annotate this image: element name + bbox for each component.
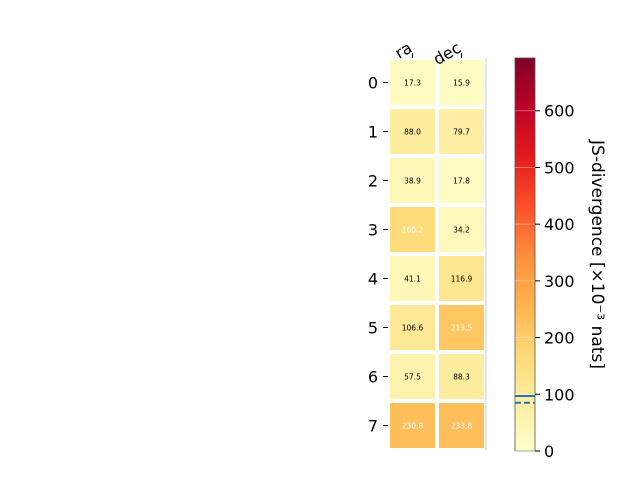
cell-value-label: 17.8 [453, 177, 470, 186]
heatmap-cell [439, 354, 484, 399]
colorbar-tick-label: 200 [544, 329, 575, 348]
row-label: 0 [368, 74, 378, 93]
cell-value-label: 116.9 [451, 275, 473, 284]
cell-value-label: 17.3 [404, 79, 421, 88]
heatmap-cell [390, 109, 435, 154]
heatmap-cell [390, 60, 435, 105]
cell-value-label: 79.7 [453, 128, 470, 137]
colorbar-reference-lines [515, 394, 535, 404]
colorbar-tick-label: 100 [544, 385, 575, 404]
heatmap-cell [439, 403, 484, 448]
row-label: 7 [368, 417, 378, 436]
heatmap-cell [439, 305, 484, 350]
row-label: 2 [368, 172, 378, 191]
cell-value-label: 233.8 [451, 422, 473, 431]
heatmap-cell [390, 305, 435, 350]
heatmap-cell [439, 207, 484, 252]
cell-value-label: 106.6 [402, 324, 424, 333]
cell-value-label: 15.9 [453, 79, 470, 88]
cell-value-label: 160.2 [402, 226, 424, 235]
heatmap-cell [390, 354, 435, 399]
heatmap-cell [390, 207, 435, 252]
colorbar: 0 100 200 300 400 500 600 JS-divergence [×10⁻³… [514, 57, 607, 461]
colorbar-tick-label: 500 [544, 158, 575, 177]
cell-value-label: 230.8 [402, 422, 424, 431]
colorbar-gradient [514, 57, 536, 452]
cell-value-label: 38.9 [404, 177, 421, 186]
heatmap-cell [390, 158, 435, 203]
colorbar-tick-label: 400 [544, 215, 575, 234]
column-label: ra [392, 38, 416, 63]
colorbar-tick-label: 0 [544, 442, 554, 461]
row-label: 3 [368, 221, 378, 240]
heatmap-cell [390, 256, 435, 301]
heatmap-cell [439, 256, 484, 301]
row-label: 6 [368, 368, 378, 387]
row-label: 5 [368, 319, 378, 338]
row-label: 1 [368, 123, 378, 142]
heatmap-grid: 17.3 15.9 88.0 79.7 38.9 17.8 160.2 34.2 41.1 116… [390, 60, 484, 448]
cell-value-label: 213.5 [451, 324, 473, 333]
heatmap-cell [439, 60, 484, 105]
cell-value-label: 88.3 [453, 373, 470, 382]
heatmap-cell [439, 158, 484, 203]
colorbar-tick-label: 300 [544, 272, 575, 291]
cell-value-label: 41.1 [404, 275, 421, 284]
colorbar-tick-label: 600 [544, 102, 575, 121]
cell-value-label: 34.2 [453, 226, 470, 235]
cell-value-label: 88.0 [404, 128, 421, 137]
cell-value-label: 57.5 [404, 373, 421, 382]
colorbar-ticks: 0 100 200 300 400 500 600 [515, 102, 575, 461]
colorbar-label: JS-divergence [×10⁻³ nats] [587, 139, 607, 369]
heatmap-cell [439, 109, 484, 154]
row-label: 4 [368, 270, 378, 289]
heatmap-cell [390, 403, 435, 448]
